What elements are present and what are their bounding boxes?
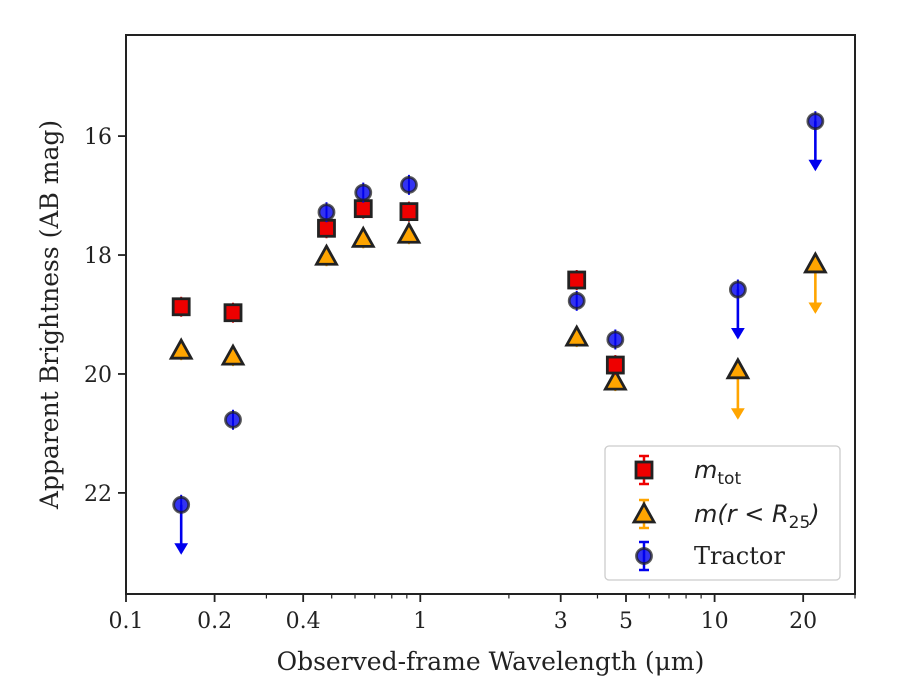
x-tick-label: 10 xyxy=(701,609,729,634)
square-point xyxy=(605,355,625,375)
y-tick-label: 22 xyxy=(84,482,112,507)
square-point xyxy=(353,199,373,219)
x-tick-label: 5 xyxy=(619,609,633,634)
square-point xyxy=(567,270,587,290)
circle-point xyxy=(806,112,825,131)
triangle-point xyxy=(314,243,339,266)
triangle-point xyxy=(725,356,751,380)
legend-triangle-marker xyxy=(631,501,657,524)
circle-point xyxy=(354,183,373,202)
square-point xyxy=(317,218,336,238)
legend: mtot m(r < R25) Tractor xyxy=(604,445,841,581)
triangle-point xyxy=(350,225,376,248)
plot-frame xyxy=(125,34,856,595)
circle-point xyxy=(567,291,586,310)
triangle-point xyxy=(168,337,194,360)
x-tick-label: 0.4 xyxy=(286,609,321,634)
y-tick-label: 18 xyxy=(84,244,112,269)
triangle-limit-head xyxy=(808,302,823,314)
y-tick-label: 16 xyxy=(84,125,112,150)
x-tick-label: 1 xyxy=(413,609,427,634)
circle-point xyxy=(400,175,418,194)
circle-point xyxy=(606,330,625,349)
triangle-point xyxy=(396,221,422,244)
x-tick-label: 3 xyxy=(554,609,568,634)
x-tick-label: 0.2 xyxy=(197,609,232,634)
triangle-limit-head xyxy=(731,408,745,420)
circle-point xyxy=(172,495,191,514)
circle-point xyxy=(317,203,336,222)
legend-circle-marker xyxy=(635,547,653,565)
triangle-point xyxy=(220,343,246,366)
legend-label: m(r < R25) xyxy=(694,500,820,533)
square-point xyxy=(171,297,191,317)
circle-limit-head xyxy=(731,328,745,340)
triangle-point xyxy=(564,324,590,347)
square-point xyxy=(399,202,419,222)
y-axis-label: Apparent Brightness (AB mag) xyxy=(35,120,64,510)
legend-label: Tractor xyxy=(694,542,785,570)
circle-limit-head xyxy=(808,159,823,172)
axis-ticks: 0.1 0.2 0.4 1 3 5 10 20 16 18 20 22 xyxy=(84,125,856,634)
circle-point xyxy=(728,280,747,299)
data-marks xyxy=(168,111,828,555)
circle-point xyxy=(224,410,242,429)
triangle-point xyxy=(802,251,828,274)
y-tick-label: 20 xyxy=(84,363,112,388)
legend-items: mtot m(r < R25) Tractor xyxy=(631,454,820,572)
circle-limit-head xyxy=(174,543,189,555)
triangle-point xyxy=(602,368,628,391)
x-tick-label: 0.1 xyxy=(109,609,144,634)
square-point xyxy=(223,303,243,323)
x-tick-label: 20 xyxy=(789,609,817,634)
x-axis-label: Observed-frame Wavelength (μm) xyxy=(277,647,705,676)
legend-label: mtot xyxy=(694,456,741,489)
legend-square-marker xyxy=(634,460,654,480)
legend-box xyxy=(604,445,841,581)
